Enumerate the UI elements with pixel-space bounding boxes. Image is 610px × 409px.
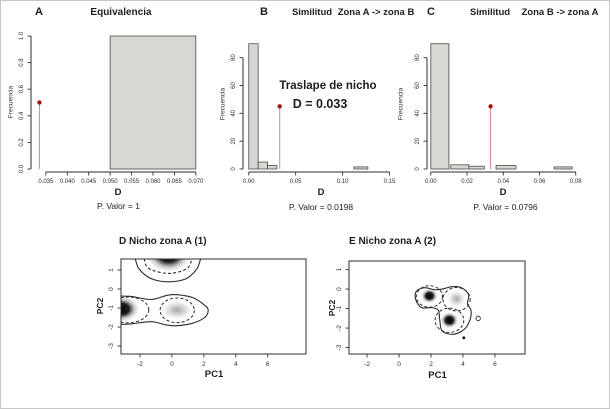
svg-text:-1: -1 — [108, 305, 115, 311]
svg-text:0.065: 0.065 — [167, 179, 183, 185]
panel-b-title: Similitud — [291, 7, 333, 18]
svg-text:0.10: 0.10 — [337, 179, 349, 185]
svg-text:0: 0 — [397, 361, 401, 368]
histogram-c-svg: 0.00 0.02 0.04 0.06 0.08 0 20 40 60 80 — [415, 43, 582, 185]
panel-c-pvalue: P. Valor = 0.0796 — [473, 202, 538, 212]
svg-text:0.050: 0.050 — [103, 179, 119, 185]
svg-text:0.035: 0.035 — [38, 179, 54, 185]
svg-text:0.08: 0.08 — [570, 179, 582, 185]
panel-d-letter: D — [119, 236, 127, 247]
panel-a-title: Equivalencia — [90, 7, 152, 18]
panel-e-xlabel: PC1 — [428, 370, 447, 381]
panel-d-nicho-1: D Nicho zona A (1) PC2 -2 0 2 4 6 1 0 -1 -2 -3 PC… — [86, 233, 321, 398]
svg-text:1: 1 — [336, 267, 343, 271]
svg-text:0.2: 0.2 — [19, 138, 25, 147]
svg-text:20: 20 — [415, 137, 421, 144]
panel-c-title: Similitud — [469, 7, 511, 18]
svg-text:0.060: 0.060 — [145, 179, 161, 185]
panel-b-pvalue: P. Valor = 0.0198 — [288, 202, 354, 212]
svg-text:0.15: 0.15 — [384, 179, 396, 185]
svg-text:0: 0 — [415, 167, 421, 171]
svg-text:0: 0 — [108, 287, 115, 291]
svg-text:-2: -2 — [364, 361, 370, 368]
svg-text:40: 40 — [231, 109, 237, 116]
panel-c-similitud-ba: C Similitud Zona B -> zona A Frecuencia … — [393, 1, 609, 231]
panel-c-letter: C — [427, 6, 435, 18]
svg-text:0.00: 0.00 — [425, 179, 437, 185]
panel-e-nicho-2: E Nicho zona A (2) PC2 -2 0 2 4 6 1 0 -1 -2 -3 PC… — [326, 233, 566, 398]
contour-d-svg: -2 0 2 4 6 1 0 -1 -2 -3 — [108, 258, 307, 368]
svg-text:0.045: 0.045 — [81, 179, 97, 185]
niche-overlap-label: Traslape de nicho — [279, 80, 377, 92]
panel-b-letter: B — [260, 6, 268, 18]
svg-text:0: 0 — [336, 287, 343, 291]
svg-text:-2: -2 — [137, 361, 143, 368]
svg-text:0.05: 0.05 — [290, 179, 302, 185]
panel-d-heading: D Nicho zona A (1) — [119, 237, 207, 247]
svg-text:0: 0 — [231, 167, 237, 171]
panel-a-xlabel: D — [114, 187, 122, 198]
panel-a-pvalue: P. Valor = 1 — [97, 201, 140, 211]
svg-text:80: 80 — [415, 54, 421, 61]
svg-text:4: 4 — [461, 361, 465, 368]
svg-text:0.040: 0.040 — [60, 179, 76, 185]
svg-text:80: 80 — [231, 54, 237, 61]
panel-b-title-zones: Zona A -> zona B — [337, 7, 415, 18]
panel-d-xlabel: PC1 — [204, 369, 224, 380]
svg-text:6: 6 — [266, 361, 270, 368]
svg-text:-3: -3 — [336, 344, 343, 350]
panel-a-equivalencia: A Equivalencia Frecuencia 0.035 0.040 0.04… — [1, 1, 221, 231]
svg-text:2: 2 — [202, 361, 206, 368]
svg-text:60: 60 — [415, 82, 421, 89]
panel-d-title: Nicho zona A (1) — [129, 236, 207, 247]
svg-text:2: 2 — [429, 361, 433, 368]
svg-text:-2: -2 — [336, 325, 343, 331]
svg-text:0.8: 0.8 — [19, 58, 25, 67]
svg-text:4: 4 — [234, 361, 238, 368]
panel-b-similitud-ab: B Similitud Zona A -> zona B Frecuencia … — [211, 1, 416, 231]
panel-b-xlabel: D — [317, 187, 325, 198]
svg-text:0.06: 0.06 — [534, 179, 546, 185]
panel-e-letter: E — [349, 236, 356, 247]
svg-text:-1: -1 — [336, 305, 343, 311]
panel-e-heading: E Nicho zona A (2) — [349, 237, 436, 247]
svg-text:0.02: 0.02 — [461, 179, 473, 185]
svg-text:0.055: 0.055 — [124, 179, 140, 185]
histogram-b-svg: 0.00 0.05 0.10 0.15 0 20 40 60 80 — [231, 43, 396, 185]
svg-text:-3: -3 — [108, 343, 115, 349]
svg-text:0.00: 0.00 — [243, 179, 255, 185]
svg-text:0.6: 0.6 — [19, 84, 25, 93]
svg-text:60: 60 — [231, 82, 237, 89]
svg-text:1: 1 — [108, 268, 115, 272]
panel-e-title: Nicho zona A (2) — [358, 236, 437, 247]
svg-text:1.0: 1.0 — [19, 31, 25, 40]
svg-text:0.04: 0.04 — [497, 179, 509, 185]
niche-overlap-value: D = 0.033 — [292, 97, 348, 111]
panel-a-letter: A — [35, 6, 43, 18]
svg-text:40: 40 — [415, 109, 421, 116]
svg-text:0: 0 — [170, 361, 174, 368]
svg-text:-2: -2 — [108, 324, 115, 330]
svg-text:0.0: 0.0 — [19, 164, 25, 173]
svg-text:20: 20 — [231, 137, 237, 144]
panel-c-xlabel: D — [499, 187, 507, 198]
svg-text:0.4: 0.4 — [19, 111, 25, 120]
svg-text:0.070: 0.070 — [188, 179, 204, 185]
contour-e-svg: -2 0 2 4 6 1 0 -1 -2 -3 — [336, 260, 526, 368]
histogram-a-svg: 0.035 0.040 0.045 0.050 0.055 0.060 0.065 0.070… — [19, 31, 204, 185]
svg-text:6: 6 — [493, 361, 497, 368]
panel-c-title-zones: Zona B -> zona A — [521, 7, 599, 18]
